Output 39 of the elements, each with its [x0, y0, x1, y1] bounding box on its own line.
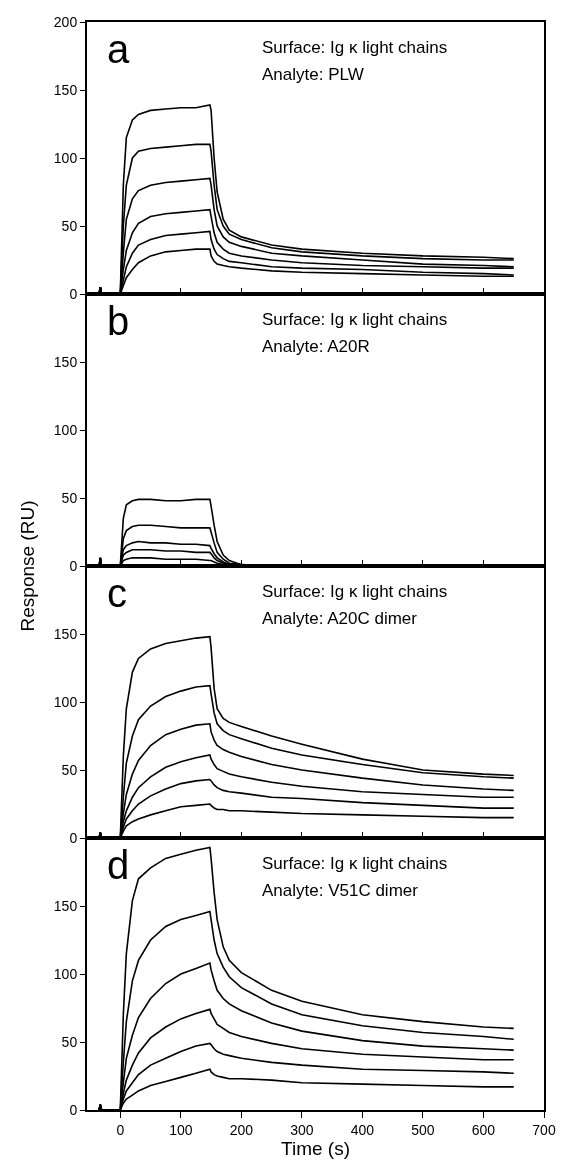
y-tick-label: 0	[69, 285, 78, 302]
y-tick-label: 150	[53, 625, 78, 642]
annotation: Surface: Ig κ light chains	[262, 310, 448, 329]
y-tick-label: 0	[69, 829, 78, 846]
x-tick-label: 300	[290, 1121, 314, 1138]
x-tick-label: 700	[532, 1121, 556, 1138]
y-tick-label: 0	[69, 1101, 78, 1118]
y-tick-label: 0	[69, 557, 78, 574]
y-tick-label: 150	[53, 81, 78, 98]
annotation: Surface: Ig κ light chains	[262, 38, 448, 57]
chart-title: a	[107, 27, 130, 71]
x-tick-label: 100	[169, 1121, 193, 1138]
y-tick-label: 150	[53, 897, 78, 914]
y-tick-label: 100	[53, 421, 78, 438]
chart-title: c	[107, 571, 127, 615]
y-tick-label: 50	[61, 489, 78, 506]
y-tick-label: 200	[53, 13, 78, 30]
x-axis-title: Time (s)	[281, 1137, 350, 1159]
x-tick-label: 0	[116, 1121, 125, 1138]
annotation: Surface: Ig κ light chains	[262, 582, 448, 601]
chart-title: d	[107, 843, 130, 887]
y-tick-label: 100	[53, 693, 78, 710]
y-tick-label: 50	[61, 761, 78, 778]
x-tick-label: 500	[411, 1121, 435, 1138]
y-tick-label: 50	[61, 217, 78, 234]
y-tick-label: 50	[61, 1033, 78, 1050]
annotation: Analyte: A20C dimer	[262, 609, 418, 628]
chart-title: b	[107, 299, 130, 343]
y-tick-label: 100	[53, 149, 78, 166]
annotation: Surface: Ig κ light chains	[262, 854, 448, 873]
y-tick-label: 100	[53, 965, 78, 982]
y-axis-title: Response (RU)	[16, 500, 39, 632]
x-tick-label: 400	[350, 1121, 375, 1138]
y-tick-label: 150	[53, 353, 78, 370]
annotation: Analyte: A20R	[262, 337, 370, 356]
x-tick-label: 600	[471, 1121, 496, 1138]
annotation: Analyte: PLW	[262, 65, 364, 84]
annotation: Analyte: V51C dimer	[262, 881, 419, 900]
x-tick-label: 200	[229, 1121, 254, 1138]
